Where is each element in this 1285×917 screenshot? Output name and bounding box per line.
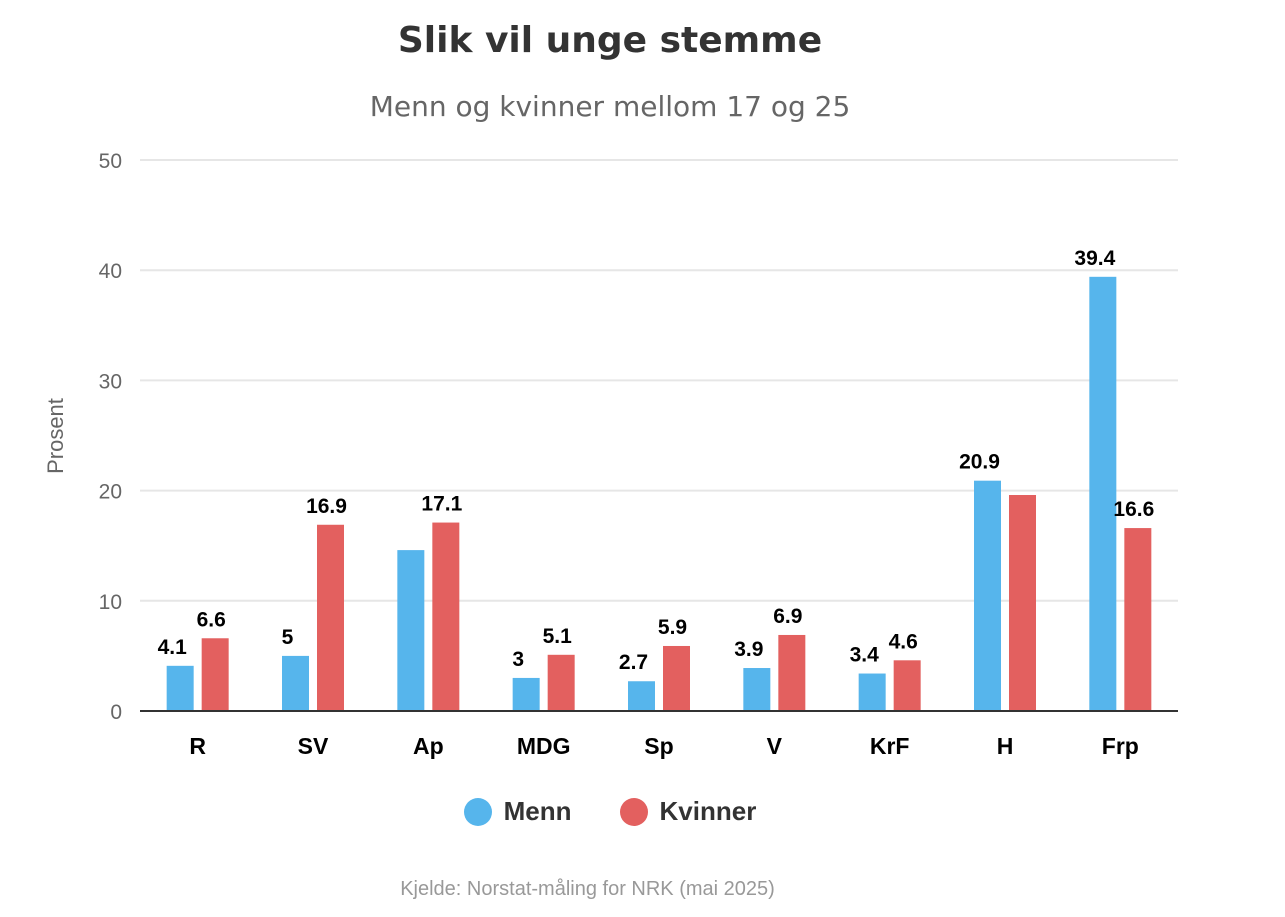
bar-kvinner-r[interactable] [201,638,229,711]
x-tick-label: Frp [1102,733,1139,759]
x-tick-label: H [997,733,1014,759]
legend-dot-menn [463,797,492,826]
data-label: 16.9 [306,495,347,518]
x-tick-label: MDG [517,733,571,759]
y-tick-label: 10 [99,591,122,614]
bar-kvinner-v[interactable] [778,634,806,711]
data-label: 6.9 [773,605,802,628]
data-label: 20.9 [959,451,1000,474]
legend-item-kvinner[interactable]: Kvinner [619,796,757,827]
bar-menn-h[interactable] [974,480,1001,711]
bar-kvinner-frp[interactable] [1124,528,1152,711]
bars [166,276,1152,711]
y-tick-label: 40 [99,260,122,283]
data-label: 6.6 [197,608,226,631]
data-labels: 4.1 6.6 5 16.9 17.1 3 5.1 2.7 5.9 3.9 6.9 3.4 4.6 20.… [158,247,1155,674]
y-tick-label: 30 [99,370,122,393]
bar-kvinner-h[interactable] [1009,495,1036,711]
data-label: 3 [512,648,524,671]
chart-subtitle: Menn og kvinner mellom 17 og 25 [369,90,851,123]
bar-kvinner-ap[interactable] [432,522,460,711]
y-tick-label: 50 [99,150,122,173]
data-label: 4.1 [158,636,188,659]
bar-kvinner-krf[interactable] [893,660,921,711]
chart-title: Slik vil unge stemme [397,20,823,61]
bar-menn-v[interactable] [743,668,771,711]
legend-item-menn[interactable]: Menn [463,796,572,827]
x-tick-label: V [767,733,783,759]
y-tick-label: 0 [110,701,122,724]
y-axis-label: Prosent [43,398,68,474]
bar-menn-sv[interactable] [282,655,309,711]
legend-label-kvinner: Kvinner [659,796,757,826]
data-label: 39.4 [1074,247,1115,270]
data-label: 5.9 [658,616,687,639]
bar-menn-r[interactable] [166,665,194,711]
data-label: 16.6 [1113,498,1154,521]
bar-menn-mdg[interactable] [512,677,540,711]
x-axis-ticks: R SV Ap MDG Sp V KrF H Frp [189,733,1139,759]
x-tick-label: SV [298,733,329,759]
bar-menn-frp[interactable] [1089,276,1117,711]
grid-lines [140,159,1178,602]
data-label: 4.6 [889,630,918,653]
legend-label-menn: Menn [503,796,572,826]
data-label: 3.4 [850,644,880,667]
x-tick-label: Ap [413,733,444,759]
data-label: 3.9 [734,638,763,661]
data-label: 17.1 [421,493,462,516]
y-tick-label: 20 [99,481,122,504]
x-tick-label: R [189,733,206,759]
bar-menn-sp[interactable] [628,681,655,711]
data-label: 5 [282,626,294,649]
data-label: 2.7 [619,651,648,674]
legend-dot-kvinner [619,797,648,826]
x-tick-label: KrF [870,733,910,759]
bar-kvinner-mdg[interactable] [547,654,575,711]
x-tick-label: Sp [644,733,673,759]
bar-kvinner-sp[interactable] [663,645,690,711]
bar-menn-ap[interactable] [397,550,425,711]
chart-credits: Kjelde: Norstat-måling for NRK (mai 2025… [400,878,775,900]
bar-menn-krf[interactable] [858,673,886,711]
y-axis-ticks: 0 10 20 30 40 50 [99,150,122,724]
bar-kvinner-sv[interactable] [317,524,344,711]
legend: Menn Kvinner [0,796,1220,827]
data-label: 5.1 [543,625,573,648]
